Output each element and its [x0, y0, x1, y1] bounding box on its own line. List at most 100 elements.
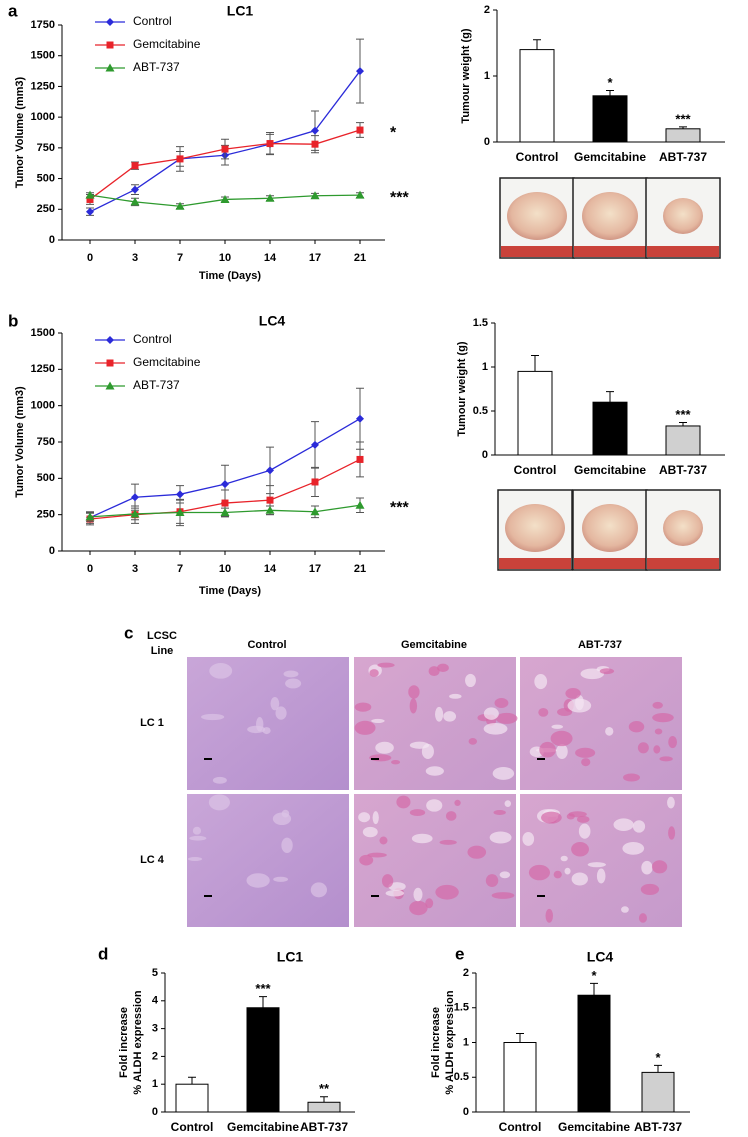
marker — [131, 162, 139, 170]
tissue-spot — [571, 841, 589, 857]
tissue-spot — [659, 756, 673, 762]
significance: *** — [390, 189, 409, 206]
y-tick-label: 4 — [152, 995, 159, 1007]
x-tick-label: 21 — [354, 563, 366, 575]
photo-ruler — [574, 558, 646, 569]
bar — [307, 1101, 341, 1113]
y-tick-label: 1750 — [31, 19, 55, 31]
tissue-spot — [621, 906, 629, 913]
bar — [592, 401, 628, 456]
tissue-spot — [369, 754, 392, 762]
y-tick-label: 1000 — [31, 111, 55, 123]
tissue-spot — [465, 673, 476, 688]
tissue-spot — [566, 813, 575, 820]
significance: *** — [675, 407, 691, 422]
histology-image — [520, 794, 682, 927]
error-bar — [516, 1032, 524, 1043]
chart-title: LC1 — [227, 3, 254, 19]
y-tick-label: 2 — [484, 4, 490, 16]
bar — [517, 370, 553, 456]
y-tick-label: 0 — [484, 136, 490, 148]
tissue-spot — [522, 831, 535, 846]
marker — [106, 41, 114, 49]
x-tick-label: 3 — [132, 563, 138, 575]
y-tick-label: 1.5 — [454, 1002, 469, 1014]
marker — [221, 480, 229, 489]
tissue-spot — [201, 713, 225, 721]
y-tick-label: 0 — [152, 1106, 158, 1118]
legend-label: Gemcitabine — [133, 355, 201, 369]
tissue-spot — [528, 864, 551, 881]
tissue-spot — [668, 826, 676, 840]
tissue-spot — [396, 795, 411, 809]
tissue-spot — [587, 862, 606, 868]
x-tick-label: 7 — [177, 252, 183, 264]
tissue-spot — [362, 826, 378, 838]
photo-ruler — [647, 246, 719, 257]
column-label: ABT-737 — [578, 639, 622, 651]
tissue-spot — [275, 706, 287, 720]
tissue-spot — [409, 698, 418, 714]
x-tick-label: 21 — [354, 252, 366, 264]
tissue-spot — [571, 872, 588, 886]
tissue-spot — [310, 882, 327, 898]
photo-ruler — [501, 246, 573, 257]
corner-label: Line — [151, 645, 174, 657]
y-tick-label: 1250 — [31, 80, 55, 92]
marker — [355, 500, 365, 509]
tissue-spot — [273, 876, 289, 882]
y-tick-label: 1250 — [31, 363, 55, 375]
x-axis-label: Time (Days) — [199, 585, 261, 597]
tissue-spot — [443, 711, 457, 722]
row-label: LC 1 — [140, 717, 164, 729]
tissue-spot — [638, 913, 647, 923]
tumour — [507, 192, 567, 240]
tissue-spot — [504, 800, 512, 808]
tissue-spot — [437, 663, 449, 672]
marker — [265, 505, 275, 514]
y-tick-label: 500 — [37, 472, 55, 484]
tissue-spot — [580, 668, 605, 680]
panel-label: b — [8, 311, 18, 330]
tissue-spot — [411, 833, 433, 844]
tissue-spot — [281, 837, 293, 854]
x-tick-label: Gemcitabine — [227, 1120, 299, 1132]
marker — [176, 490, 184, 499]
y-tick-label: 0 — [49, 545, 55, 557]
tissue-spot — [541, 811, 562, 824]
y-tick-label: 2 — [463, 967, 469, 979]
error-bar — [606, 90, 614, 96]
marker — [105, 381, 115, 390]
y-tick-label: 0.5 — [473, 405, 488, 417]
histology-image — [354, 794, 516, 927]
legend-label: ABT-737 — [133, 60, 180, 74]
panel-label: c — [124, 623, 133, 642]
error-bar — [606, 391, 614, 403]
tissue-spot — [187, 856, 203, 862]
marker — [311, 140, 319, 148]
tissue-spot — [641, 860, 653, 875]
tissue-spot — [435, 706, 444, 722]
bar — [175, 1083, 209, 1113]
tumour-photo — [645, 177, 721, 259]
tissue-spot — [605, 727, 614, 736]
tissue-spot — [576, 815, 590, 823]
y-tick-label: 250 — [37, 509, 55, 521]
tissue-spot — [581, 758, 591, 767]
y-tick-label: 0.5 — [454, 1071, 469, 1083]
tissue-spot — [435, 884, 459, 900]
panel-label: d — [98, 944, 108, 963]
error-bar — [590, 982, 598, 996]
marker — [106, 336, 114, 344]
marker — [176, 155, 184, 163]
corner-label: LCSC — [147, 630, 177, 642]
y-tick-label: 3 — [152, 1023, 158, 1035]
x-tick-label: Control — [499, 1120, 542, 1132]
chart-title: LC1 — [277, 949, 304, 965]
x-tick-label: 14 — [264, 252, 277, 264]
x-tick-label: 10 — [219, 563, 231, 575]
marker — [266, 496, 274, 504]
tissue-spot — [377, 662, 395, 668]
marker — [355, 190, 365, 199]
x-tick-label: 0 — [87, 563, 93, 575]
